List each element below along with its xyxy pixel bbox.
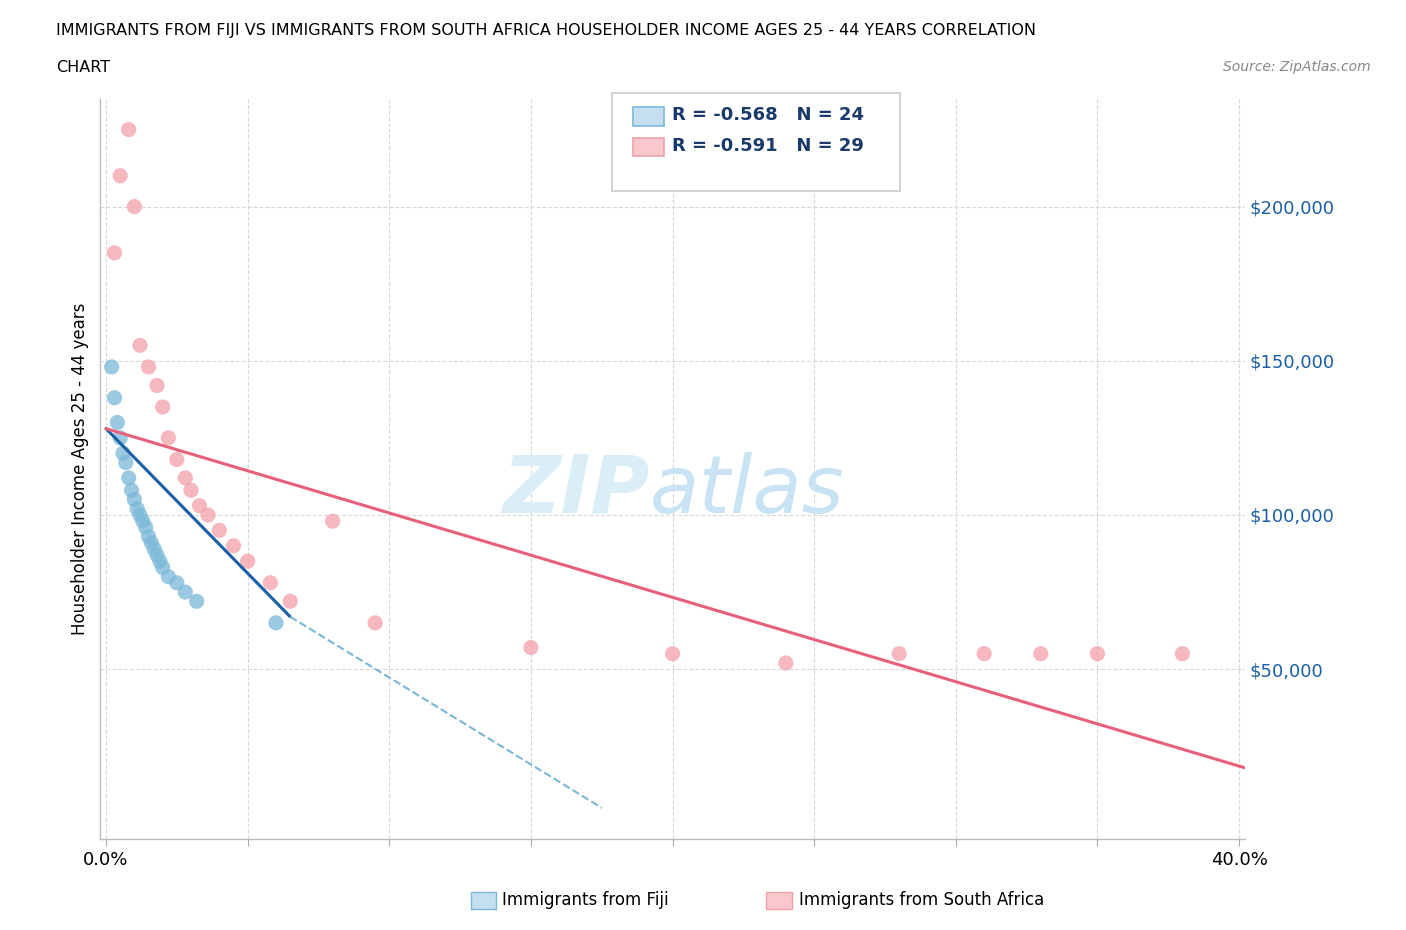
Point [138,529,160,544]
Point [118,122,141,137]
Point [124,492,146,507]
Point [259,576,281,591]
Point [111,445,134,460]
Point [1087,646,1109,661]
Point [103,246,125,260]
Point [118,471,141,485]
Point [174,585,197,600]
Text: IMMIGRANTS FROM FIJI VS IMMIGRANTS FROM SOUTH AFRICA HOUSEHOLDER INCOME AGES 25 : IMMIGRANTS FROM FIJI VS IMMIGRANTS FROM … [56,23,1036,38]
Text: R = -0.591   N = 29: R = -0.591 N = 29 [672,137,863,155]
Point [264,616,287,631]
Point [180,483,202,498]
Point [143,541,166,556]
Point [889,646,911,661]
Point [278,594,301,609]
Point [364,616,387,631]
Point [222,538,245,553]
Point [1029,646,1052,661]
Point [166,452,188,467]
Point [152,560,174,575]
Point [236,553,259,568]
Point [152,400,174,415]
Text: Immigrants from Fiji: Immigrants from Fiji [502,891,669,910]
Point [100,360,122,375]
Point [121,483,143,498]
Point [135,520,157,535]
Point [322,513,344,528]
Point [973,646,995,661]
Point [129,508,152,523]
Point [174,471,197,485]
Point [1171,646,1194,661]
Point [115,455,138,470]
Point [661,646,683,661]
Point [103,391,125,405]
Point [186,594,208,609]
Point [129,338,152,352]
Point [197,508,219,523]
Text: Source: ZipAtlas.com: Source: ZipAtlas.com [1223,60,1371,74]
Point [188,498,211,513]
Point [146,378,169,392]
Point [775,656,797,671]
Point [146,548,169,563]
Point [208,523,231,538]
Point [520,640,543,655]
Point [127,501,149,516]
Point [141,536,163,551]
Point [108,168,131,183]
Text: Immigrants from South Africa: Immigrants from South Africa [799,891,1043,910]
Point [124,199,146,214]
Text: atlas: atlas [650,452,845,530]
Point [166,576,188,591]
Point [108,431,131,445]
Point [105,415,128,430]
Point [157,569,180,584]
Point [138,360,160,375]
Point [132,513,155,528]
Point [149,553,172,568]
Text: ZIP: ZIP [502,452,650,530]
Text: R = -0.568   N = 24: R = -0.568 N = 24 [672,106,865,125]
Y-axis label: Householder Income Ages 25 - 44 years: Householder Income Ages 25 - 44 years [72,302,89,635]
Point [157,431,180,445]
Text: CHART: CHART [56,60,110,75]
